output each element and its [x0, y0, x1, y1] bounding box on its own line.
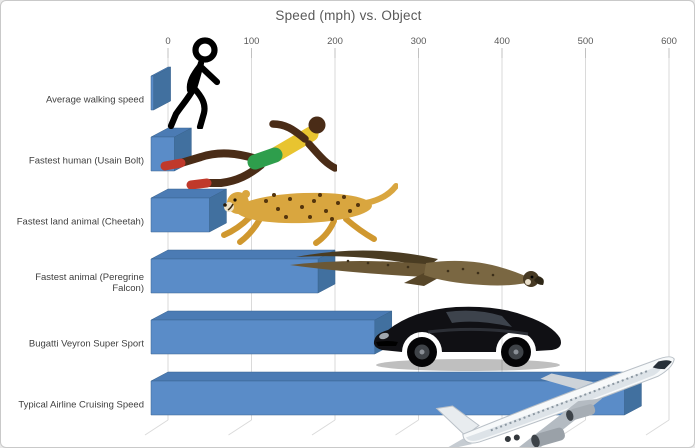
cheetah-icon: [221, 183, 398, 246]
peregrine-falcon-icon: [290, 250, 544, 287]
airliner-icon: [435, 356, 675, 447]
bar-row-5: [150, 371, 642, 416]
floor-tick: [395, 419, 419, 436]
bar-row-4: [150, 310, 393, 355]
bar-top-face: [150, 310, 392, 321]
bar-front-face: [150, 258, 319, 294]
x-tick-label: 600: [661, 36, 677, 47]
walking-person-icon: [167, 37, 221, 129]
bar-row-3: [150, 249, 336, 294]
floor-tick: [144, 419, 169, 436]
sprinter-usain-bolt-icon: [160, 116, 337, 189]
bar-row-2: [150, 188, 227, 233]
x-tick-label: 500: [578, 36, 594, 47]
x-tick-label: 0: [165, 36, 170, 47]
x-tick-label: 300: [411, 36, 427, 47]
floor-tick: [645, 419, 670, 436]
bar-front-face: [150, 380, 625, 416]
x-tick-label: 100: [244, 36, 260, 47]
bugatti-veyron-icon: [373, 306, 561, 371]
bar-front-face: [150, 75, 154, 111]
bar-front-face: [150, 319, 376, 355]
bar-front-face: [150, 197, 210, 233]
floor-tick: [311, 419, 336, 436]
bar-row-0: [150, 66, 171, 111]
chart-title: Speed (mph) vs. Object: [275, 8, 422, 23]
floor-tick: [562, 419, 586, 436]
floor-tick: [228, 419, 252, 436]
x-tick-label: 400: [494, 36, 510, 47]
x-tick-label: 200: [327, 36, 343, 47]
